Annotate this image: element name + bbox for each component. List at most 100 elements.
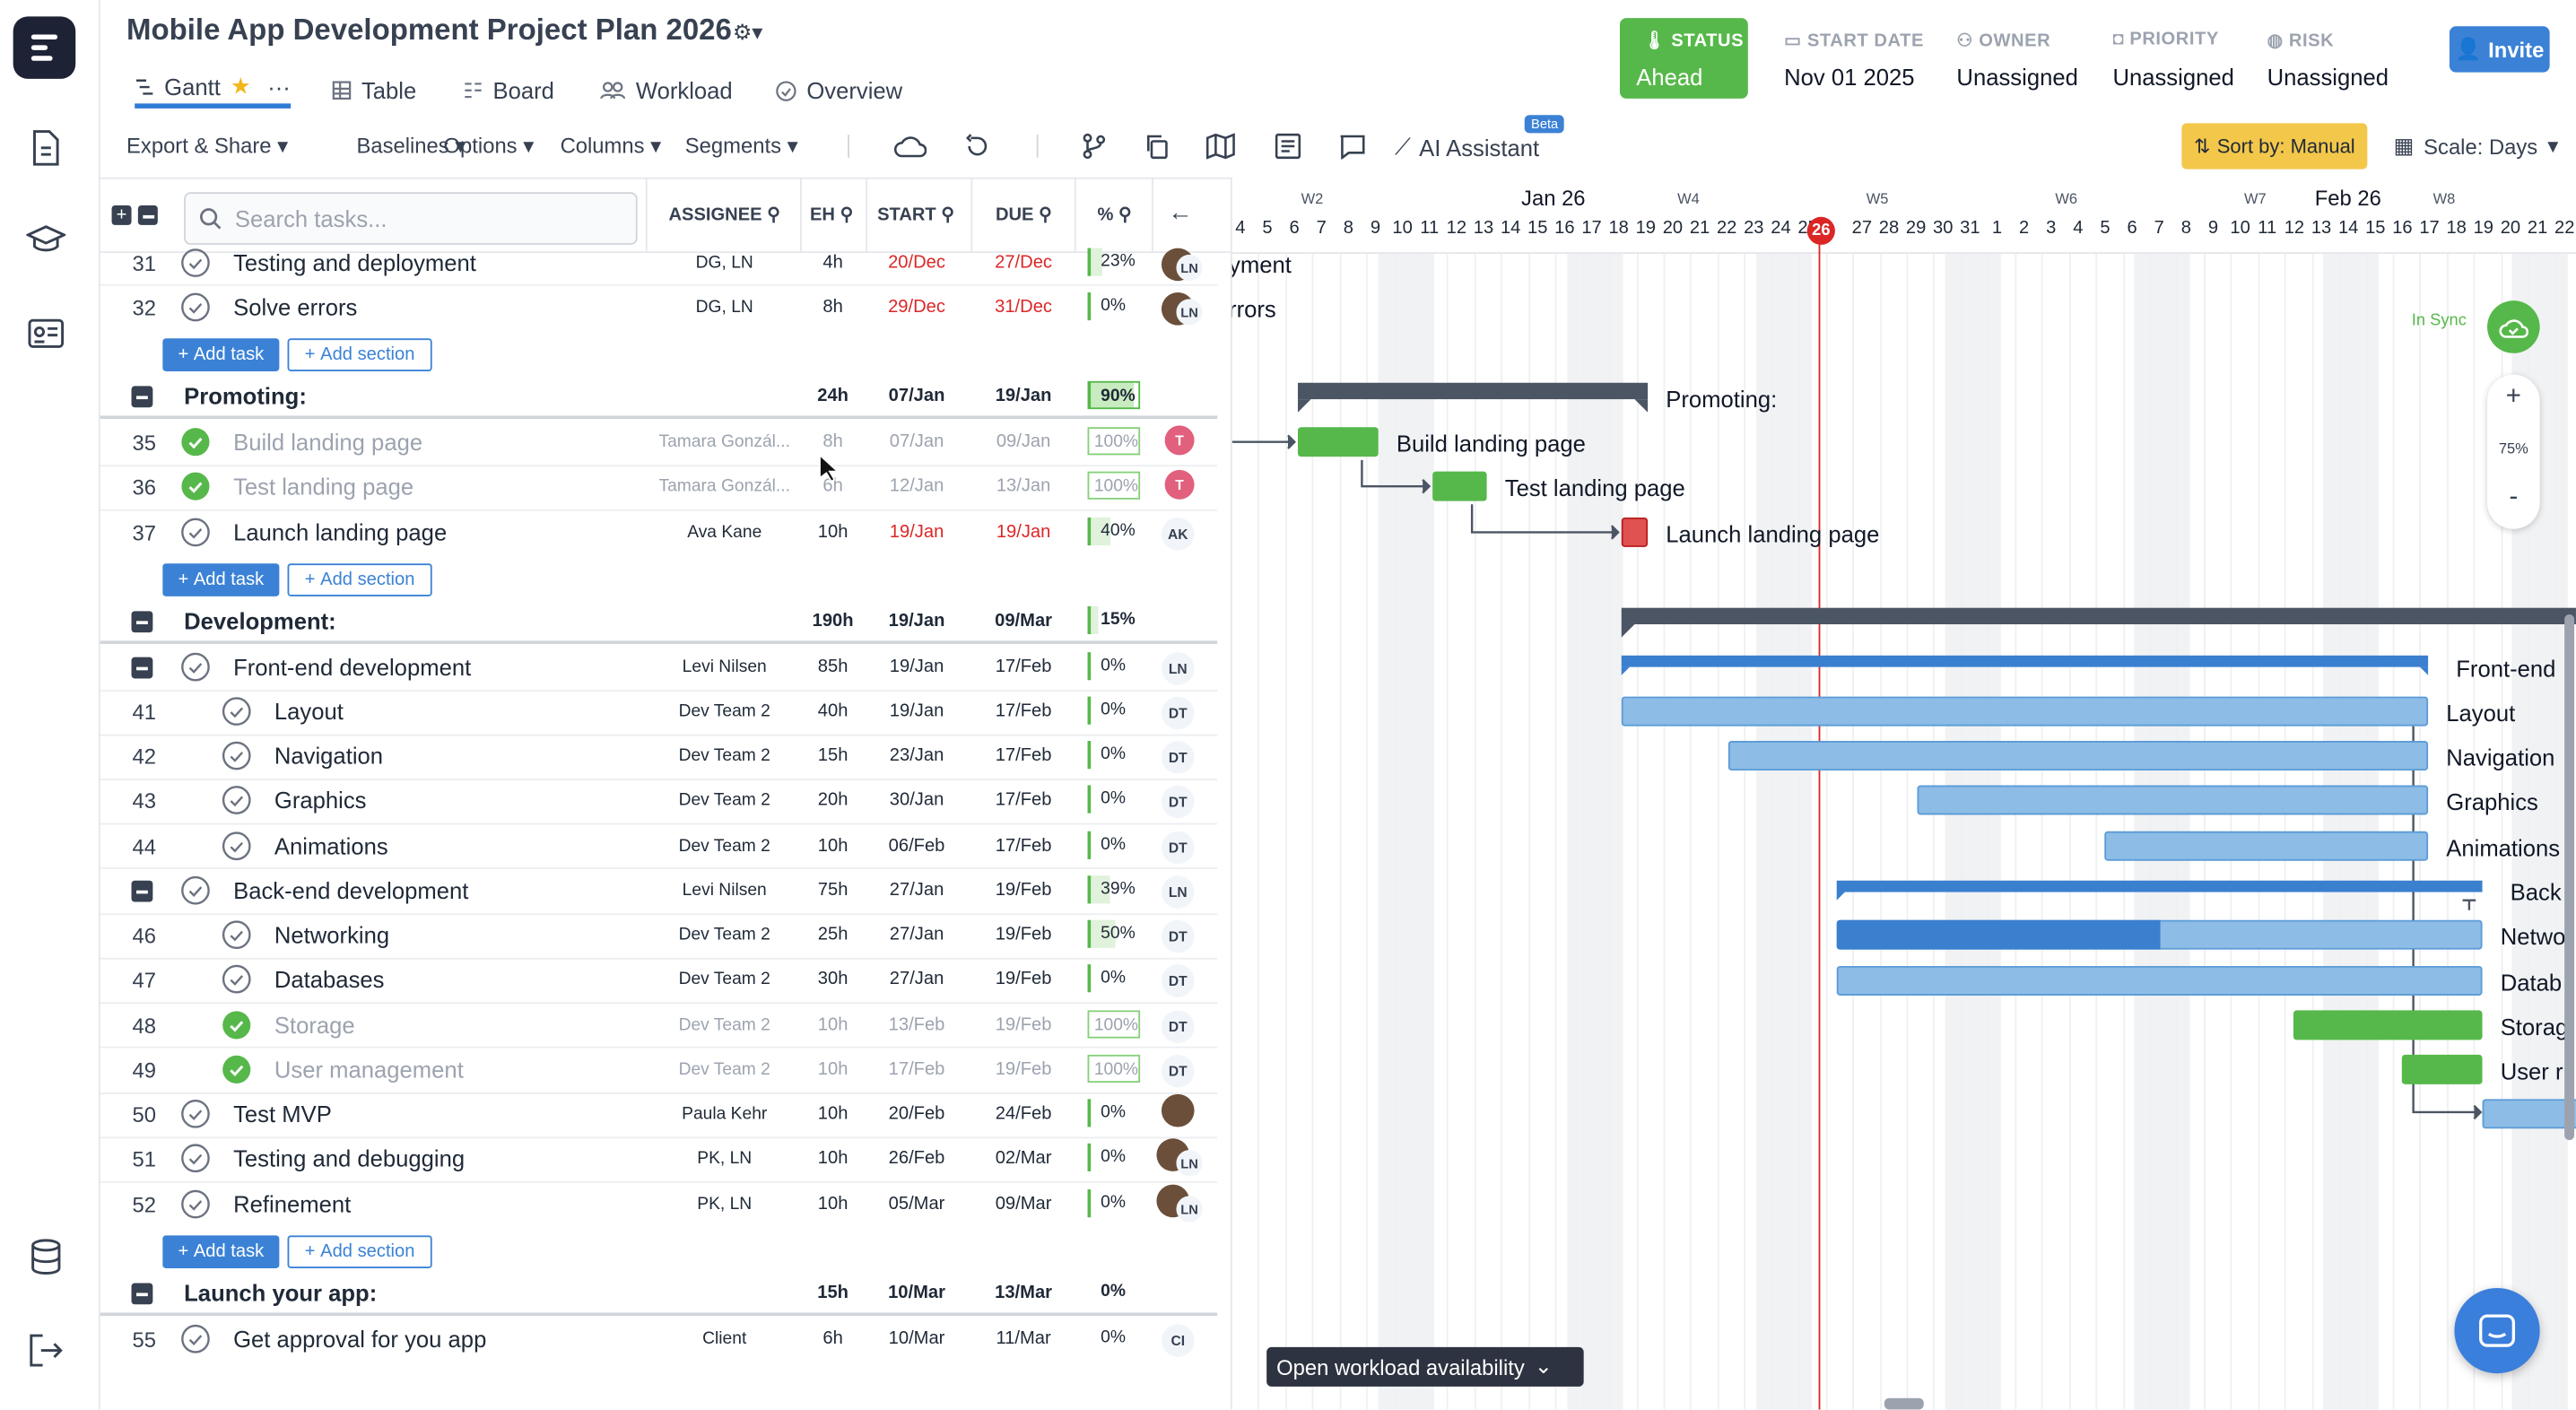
vertical-scrollbar[interactable] [2564,614,2575,1141]
task-bar[interactable] [1621,696,2429,727]
task-name[interactable]: Storage [274,1012,355,1039]
task-percent[interactable]: 0% [1087,1189,1141,1218]
task-percent[interactable]: 0% [1087,785,1141,814]
completed-check-icon[interactable] [222,1055,251,1084]
section-row[interactable]: Launch your app: 15h 10/Mar 13/Mar 0% [100,1272,1218,1317]
horizontal-scrollbar[interactable] [1884,1397,1924,1410]
task-row[interactable]: 42 Navigation Dev Team 2 15h 23/Jan 17/F… [100,735,1217,779]
task-bar[interactable] [1727,741,2429,771]
task-percent[interactable]: 0% [1087,964,1141,993]
favorite-star-icon[interactable]: ★ [230,72,251,99]
task-assignee[interactable]: Levi Nilsen [682,657,767,677]
task-eh[interactable]: 25h [817,925,849,945]
task-start[interactable]: 17/Feb [888,1059,945,1080]
task-assignee[interactable]: Client [702,1328,747,1349]
task-due[interactable]: 17/Feb [995,789,1052,810]
group-bar[interactable] [1836,880,2483,892]
task-due[interactable]: 13/Jan [996,476,1051,497]
task-row[interactable]: 35 Build landing page Tamara Gonzál... 8… [100,421,1217,465]
task-name[interactable]: Navigation [274,742,384,770]
map-icon[interactable] [1205,132,1238,161]
task-percent[interactable]: 39% [1087,875,1141,904]
task-percent[interactable]: 23% [1087,248,1141,276]
task-percent[interactable]: 50% [1087,919,1141,948]
completed-check-icon[interactable] [180,472,210,501]
task-assignee[interactable]: Dev Team 2 [678,701,770,722]
column-header-assignee[interactable]: ASSIGNEE ⚲ [668,205,780,225]
task-name[interactable]: Refinement [233,1190,352,1218]
task-eh[interactable]: 10h [817,1148,849,1169]
task-start[interactable]: 06/Feb [888,836,945,857]
task-percent[interactable]: 0% [1087,1099,1141,1127]
task-start[interactable]: 19/Jan [889,657,944,677]
collapse-group-icon[interactable] [131,880,153,902]
undo-icon[interactable] [961,132,994,161]
column-header-percent[interactable]: % ⚲ [1097,205,1132,225]
task-group-row[interactable]: Front-end development Levi Nilsen 85h 19… [100,646,1217,690]
completed-check-icon[interactable] [222,1010,251,1040]
task-due[interactable]: 17/Feb [995,701,1052,722]
task-name[interactable]: Testing and debugging [233,1145,466,1171]
task-percent[interactable]: 40% [1087,517,1141,546]
task-row[interactable]: 32 Solve errors DG, LN 8h 29/Dec 31/Dec … [100,286,1217,330]
task-percent[interactable]: 100% [1087,1054,1141,1084]
complete-checkbox-icon[interactable] [180,875,210,905]
section-bar-development[interactable] [1621,607,2576,625]
task-name[interactable]: Animations [274,832,388,859]
task-name[interactable]: Get approval for you app [233,1326,487,1353]
task-due[interactable]: 24/Feb [995,1103,1052,1124]
task-name[interactable]: Testing and deployment [233,249,476,276]
branch-icon[interactable] [1078,132,1111,161]
task-row[interactable]: 48 Storage Dev Team 2 10h 13/Feb 19/Feb … [100,1004,1217,1048]
section-name[interactable]: Development: [184,607,336,634]
collapse-section-icon[interactable] [131,611,153,633]
task-eh[interactable]: 20h [817,789,849,810]
section-row[interactable]: Development: 190h 19/Jan 09/Mar 15% [100,600,1218,644]
task-percent[interactable]: 100% [1087,427,1141,456]
completed-check-icon[interactable] [180,427,210,457]
start-date-value[interactable]: Nov 01 2025 [1784,64,1915,91]
task-row[interactable]: 46 Networking Dev Team 2 25h 27/Jan 19/F… [100,913,1217,957]
group-bar[interactable] [1621,655,2429,667]
invite-button[interactable]: 👤 Invite [2449,26,2550,73]
add-task-button[interactable]: + Add task [162,1235,280,1268]
task-start[interactable]: 30/Jan [889,789,944,810]
tab-table[interactable]: Table [332,73,416,109]
column-header-eh[interactable]: EH ⚲ [809,205,854,225]
task-due[interactable]: 19/Feb [995,969,1052,989]
task-assignee[interactable]: PK, LN [697,1194,753,1214]
task-assignee[interactable]: DG, LN [695,253,753,274]
task-name[interactable]: Graphics [274,787,367,814]
task-assignee[interactable]: DG, LN [695,297,753,318]
task-start[interactable]: 07/Jan [889,431,944,452]
add-section-button[interactable]: + Add section [287,563,432,596]
task-name[interactable]: Back-end development [233,877,469,904]
task-due[interactable]: 09/Mar [995,1194,1052,1214]
task-name[interactable]: Test MVP [233,1101,332,1127]
task-percent[interactable]: 0% [1087,696,1141,725]
task-percent[interactable]: 0% [1087,831,1141,859]
task-start[interactable]: 13/Feb [888,1014,945,1035]
complete-checkbox-icon[interactable] [222,964,251,994]
section-row[interactable]: Promoting: 24h 07/Jan 19/Jan 90% [100,375,1218,420]
add-section-button[interactable]: + Add section [287,1235,432,1268]
risk-value[interactable]: Unassigned [2267,64,2389,91]
contact-card-icon[interactable] [23,310,69,356]
task-eh[interactable]: 10h [817,1014,849,1035]
task-eh[interactable]: 10h [817,836,849,857]
zoom-out-button[interactable]: - [2509,483,2519,511]
open-workload-button[interactable]: Open workload availability ⌄ [1266,1346,1584,1387]
task-assignee[interactable]: Ava Kane [687,522,762,543]
task-bar[interactable] [1621,517,1649,547]
task-eh[interactable]: 8h [822,297,843,318]
task-eh[interactable]: 6h [822,476,843,497]
task-percent[interactable]: 100% [1087,1010,1141,1039]
ai-assistant-button[interactable]: ⟋ AI Assistant [1395,133,1540,161]
task-percent[interactable]: 0% [1101,1327,1126,1347]
section-name[interactable]: Promoting: [184,382,307,410]
task-name[interactable]: Front-end development [233,653,472,681]
task-start[interactable]: 23/Jan [889,745,944,766]
task-name[interactable]: Build landing page [233,429,423,456]
task-bar[interactable] [1432,471,1487,501]
task-group-row[interactable]: Back-end development Levi Nilsen 75h 27/… [100,869,1217,913]
